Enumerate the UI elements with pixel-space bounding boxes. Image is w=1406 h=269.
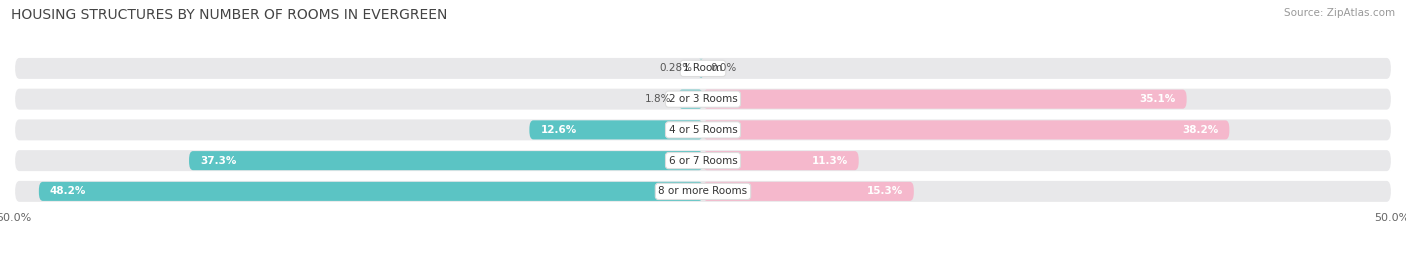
FancyBboxPatch shape bbox=[14, 88, 1392, 111]
Legend: Owner-occupied, Renter-occupied: Owner-occupied, Renter-occupied bbox=[579, 266, 827, 269]
Text: 6 or 7 Rooms: 6 or 7 Rooms bbox=[669, 156, 737, 166]
FancyBboxPatch shape bbox=[14, 149, 1392, 172]
Text: 2 or 3 Rooms: 2 or 3 Rooms bbox=[669, 94, 737, 104]
FancyBboxPatch shape bbox=[39, 182, 703, 201]
FancyBboxPatch shape bbox=[530, 120, 703, 139]
FancyBboxPatch shape bbox=[703, 151, 859, 170]
FancyBboxPatch shape bbox=[14, 180, 1392, 203]
Text: 12.6%: 12.6% bbox=[540, 125, 576, 135]
Text: HOUSING STRUCTURES BY NUMBER OF ROOMS IN EVERGREEN: HOUSING STRUCTURES BY NUMBER OF ROOMS IN… bbox=[11, 8, 447, 22]
FancyBboxPatch shape bbox=[703, 182, 914, 201]
FancyBboxPatch shape bbox=[678, 90, 703, 109]
Text: 1 Room: 1 Room bbox=[683, 63, 723, 73]
FancyBboxPatch shape bbox=[703, 120, 1229, 139]
Text: 38.2%: 38.2% bbox=[1182, 125, 1219, 135]
Text: 4 or 5 Rooms: 4 or 5 Rooms bbox=[669, 125, 737, 135]
Text: 1.8%: 1.8% bbox=[645, 94, 671, 104]
Text: 8 or more Rooms: 8 or more Rooms bbox=[658, 186, 748, 196]
Text: 11.3%: 11.3% bbox=[811, 156, 848, 166]
Text: 15.3%: 15.3% bbox=[866, 186, 903, 196]
FancyBboxPatch shape bbox=[14, 118, 1392, 141]
Text: 0.28%: 0.28% bbox=[659, 63, 692, 73]
FancyBboxPatch shape bbox=[14, 57, 1392, 80]
FancyBboxPatch shape bbox=[703, 90, 1187, 109]
Text: 48.2%: 48.2% bbox=[49, 186, 86, 196]
Text: 0.0%: 0.0% bbox=[710, 63, 737, 73]
Text: 35.1%: 35.1% bbox=[1139, 94, 1175, 104]
FancyBboxPatch shape bbox=[699, 59, 703, 78]
FancyBboxPatch shape bbox=[188, 151, 703, 170]
Text: 37.3%: 37.3% bbox=[200, 156, 236, 166]
Text: Source: ZipAtlas.com: Source: ZipAtlas.com bbox=[1284, 8, 1395, 18]
